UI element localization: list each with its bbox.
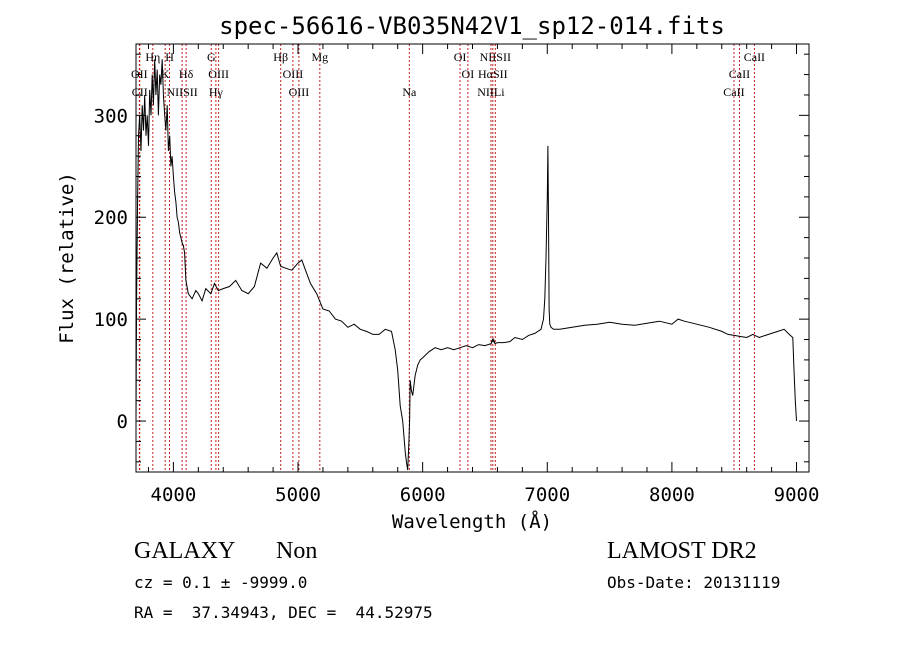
y-axis-ticks: 0 100 200 300	[94, 53, 809, 463]
ra-dec-coordinates: RA = 37.34943, DEC = 44.52975	[134, 603, 433, 622]
redshift-line: cz = 0.1 ± -9999.0	[134, 573, 308, 592]
y-tick-label-1: 100	[94, 309, 128, 331]
x-tick-label-3: 7000	[524, 484, 570, 506]
line-label-6: Hδ	[179, 67, 194, 81]
line-label-8: OIII	[208, 67, 229, 81]
object-subclass: Non	[276, 538, 318, 564]
y-axis-label: Flux (relative)	[56, 172, 78, 344]
y-tick-label-3: 300	[94, 105, 128, 127]
line-label-17: NIISII	[480, 50, 511, 64]
x-axis-ticks: 4000 5000 6000 7000 8000 9000	[147, 44, 820, 506]
spectrum-series-line	[135, 59, 797, 471]
line-label-14: Na	[402, 85, 417, 99]
line-label-0: OII	[131, 67, 148, 81]
y-tick-label-0: 0	[117, 411, 128, 433]
line-label-9: Hγ	[209, 85, 224, 99]
line-label-15: OI	[454, 50, 467, 64]
line-label-16: OI	[462, 67, 475, 81]
x-tick-label-2: 6000	[400, 484, 446, 506]
survey-name: LAMOST DR2	[607, 538, 757, 564]
line-label-1: CII	[132, 85, 148, 99]
line-label-11: OIII	[283, 67, 304, 81]
line-label-5: NIISII	[166, 85, 197, 99]
line-label-20: CaII	[744, 50, 765, 64]
spectral-line-markers	[138, 44, 755, 472]
line-label-19: NIILi	[477, 85, 505, 99]
line-label-22: CaII	[723, 85, 744, 99]
chart-title: spec-56616-VB035N42V1_sp12-014.fits	[219, 12, 725, 40]
x-tick-label-4: 8000	[649, 484, 695, 506]
x-tick-label-1: 5000	[275, 484, 321, 506]
line-label-13: Mg	[311, 50, 328, 64]
line-label-2: Hη	[145, 50, 160, 64]
observation-date: Obs-Date: 20131119	[607, 573, 781, 592]
line-label-4: H	[165, 50, 174, 64]
line-label-3: K	[161, 67, 170, 81]
line-label-10: Hβ	[273, 50, 288, 64]
plot-frame	[135, 43, 810, 473]
x-tick-label-0: 4000	[151, 484, 197, 506]
line-label-21: CaII	[729, 67, 750, 81]
object-class: GALAXY	[134, 538, 236, 564]
line-label-12: OIII	[289, 85, 310, 99]
x-tick-label-5: 9000	[774, 484, 820, 506]
y-tick-label-2: 200	[94, 207, 128, 229]
line-label-7: G	[207, 50, 216, 64]
line-label-18: HαSII	[478, 67, 508, 81]
x-axis-label: Wavelength (Å)	[392, 510, 552, 533]
